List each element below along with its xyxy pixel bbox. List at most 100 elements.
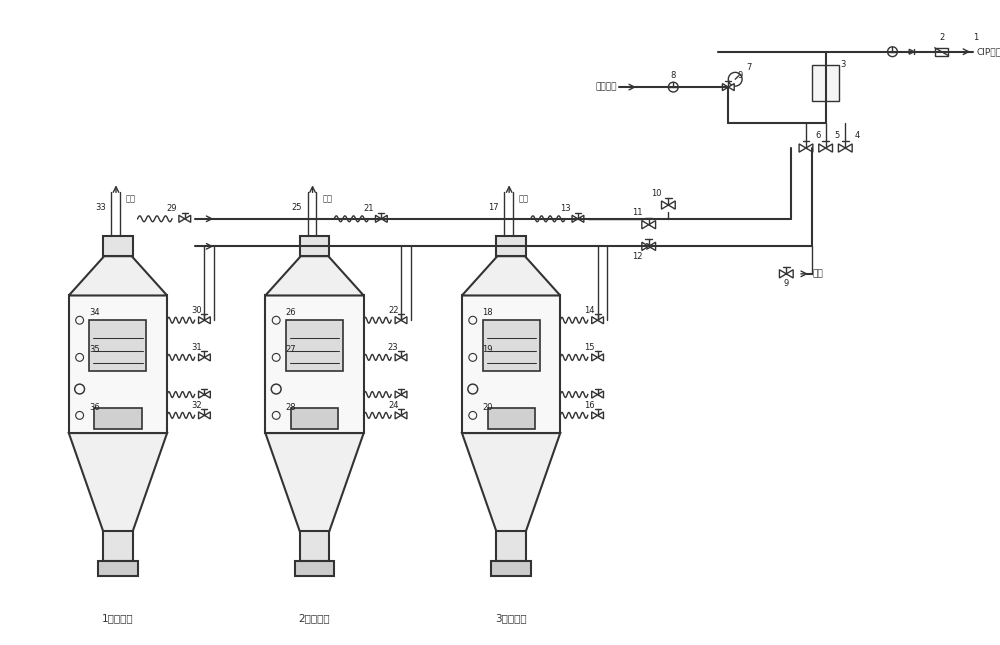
- Text: CIP热水: CIP热水: [976, 47, 1000, 56]
- Text: 14: 14: [584, 306, 595, 315]
- Polygon shape: [598, 317, 603, 324]
- Text: 压缩空气: 压缩空气: [596, 83, 617, 92]
- Text: 25: 25: [292, 203, 302, 212]
- Polygon shape: [199, 391, 204, 398]
- Text: 22: 22: [388, 306, 398, 315]
- Polygon shape: [401, 391, 407, 398]
- Polygon shape: [295, 561, 334, 575]
- Polygon shape: [491, 561, 531, 575]
- Polygon shape: [826, 144, 833, 152]
- Text: 10: 10: [651, 189, 662, 198]
- Text: 1: 1: [973, 34, 979, 43]
- Text: 19: 19: [482, 345, 493, 354]
- Polygon shape: [395, 317, 401, 324]
- Polygon shape: [395, 354, 401, 361]
- Polygon shape: [69, 433, 167, 531]
- Bar: [488, 408, 535, 429]
- Polygon shape: [395, 412, 401, 419]
- Polygon shape: [799, 144, 806, 152]
- Text: 3号包衣机: 3号包衣机: [495, 613, 527, 623]
- Polygon shape: [401, 317, 407, 324]
- Polygon shape: [642, 221, 649, 229]
- Polygon shape: [649, 243, 656, 250]
- Text: 2号包衣机: 2号包衣机: [299, 613, 330, 623]
- Bar: [812, 66, 839, 101]
- Polygon shape: [185, 215, 191, 223]
- Text: 30: 30: [191, 306, 202, 315]
- Polygon shape: [179, 215, 185, 223]
- Polygon shape: [806, 144, 813, 152]
- Polygon shape: [722, 84, 728, 91]
- Text: 16: 16: [584, 401, 595, 410]
- Polygon shape: [592, 317, 598, 324]
- Polygon shape: [592, 391, 598, 398]
- Text: 3: 3: [841, 60, 846, 69]
- Polygon shape: [98, 561, 138, 575]
- Bar: [300, 531, 329, 561]
- Text: 1号包衣机: 1号包衣机: [102, 613, 134, 623]
- Text: 7: 7: [746, 63, 752, 72]
- Polygon shape: [598, 354, 603, 361]
- Polygon shape: [204, 412, 210, 419]
- Polygon shape: [204, 391, 210, 398]
- Polygon shape: [69, 256, 167, 295]
- Polygon shape: [462, 433, 560, 531]
- Text: 26: 26: [286, 308, 296, 317]
- Text: 12: 12: [632, 252, 642, 261]
- Polygon shape: [401, 412, 407, 419]
- Polygon shape: [728, 84, 734, 91]
- Text: 15: 15: [584, 343, 595, 352]
- Text: 出风: 出风: [322, 195, 332, 204]
- Bar: [103, 237, 133, 256]
- Polygon shape: [909, 49, 914, 54]
- Text: 18: 18: [482, 308, 493, 317]
- Bar: [483, 320, 540, 371]
- Bar: [496, 237, 526, 256]
- Polygon shape: [462, 256, 560, 295]
- Bar: [103, 531, 133, 561]
- Text: 出风: 出风: [519, 195, 529, 204]
- Text: 23: 23: [388, 343, 398, 352]
- Polygon shape: [578, 215, 584, 223]
- Polygon shape: [845, 144, 852, 152]
- Polygon shape: [375, 215, 381, 223]
- Text: 11: 11: [632, 208, 642, 217]
- Text: 20: 20: [482, 403, 493, 412]
- Text: 29: 29: [167, 204, 177, 213]
- Polygon shape: [668, 201, 675, 209]
- Text: 6: 6: [815, 131, 820, 140]
- Bar: [496, 531, 526, 561]
- Polygon shape: [572, 215, 578, 223]
- Polygon shape: [838, 144, 845, 152]
- Polygon shape: [199, 317, 204, 324]
- Bar: [89, 320, 146, 371]
- Bar: [462, 295, 560, 433]
- Polygon shape: [661, 201, 668, 209]
- Bar: [291, 408, 338, 429]
- Polygon shape: [395, 391, 401, 398]
- Polygon shape: [199, 412, 204, 419]
- Text: 31: 31: [191, 343, 202, 352]
- Text: 21: 21: [363, 204, 374, 213]
- Text: 33: 33: [95, 203, 106, 212]
- Polygon shape: [779, 270, 786, 278]
- Polygon shape: [204, 354, 210, 361]
- Text: 2: 2: [939, 34, 944, 43]
- Polygon shape: [401, 354, 407, 361]
- Polygon shape: [786, 270, 793, 278]
- Text: 24: 24: [388, 401, 398, 410]
- Polygon shape: [598, 391, 603, 398]
- Polygon shape: [592, 412, 598, 419]
- Text: 出风: 出风: [126, 195, 136, 204]
- Text: 9: 9: [737, 71, 743, 80]
- Text: 34: 34: [89, 308, 100, 317]
- Bar: [286, 320, 343, 371]
- Circle shape: [888, 47, 897, 57]
- Text: 排污: 排污: [813, 270, 824, 279]
- Polygon shape: [265, 433, 364, 531]
- Text: 8: 8: [671, 71, 676, 80]
- Polygon shape: [649, 221, 656, 229]
- Bar: [935, 48, 948, 55]
- Polygon shape: [199, 354, 204, 361]
- Polygon shape: [381, 215, 387, 223]
